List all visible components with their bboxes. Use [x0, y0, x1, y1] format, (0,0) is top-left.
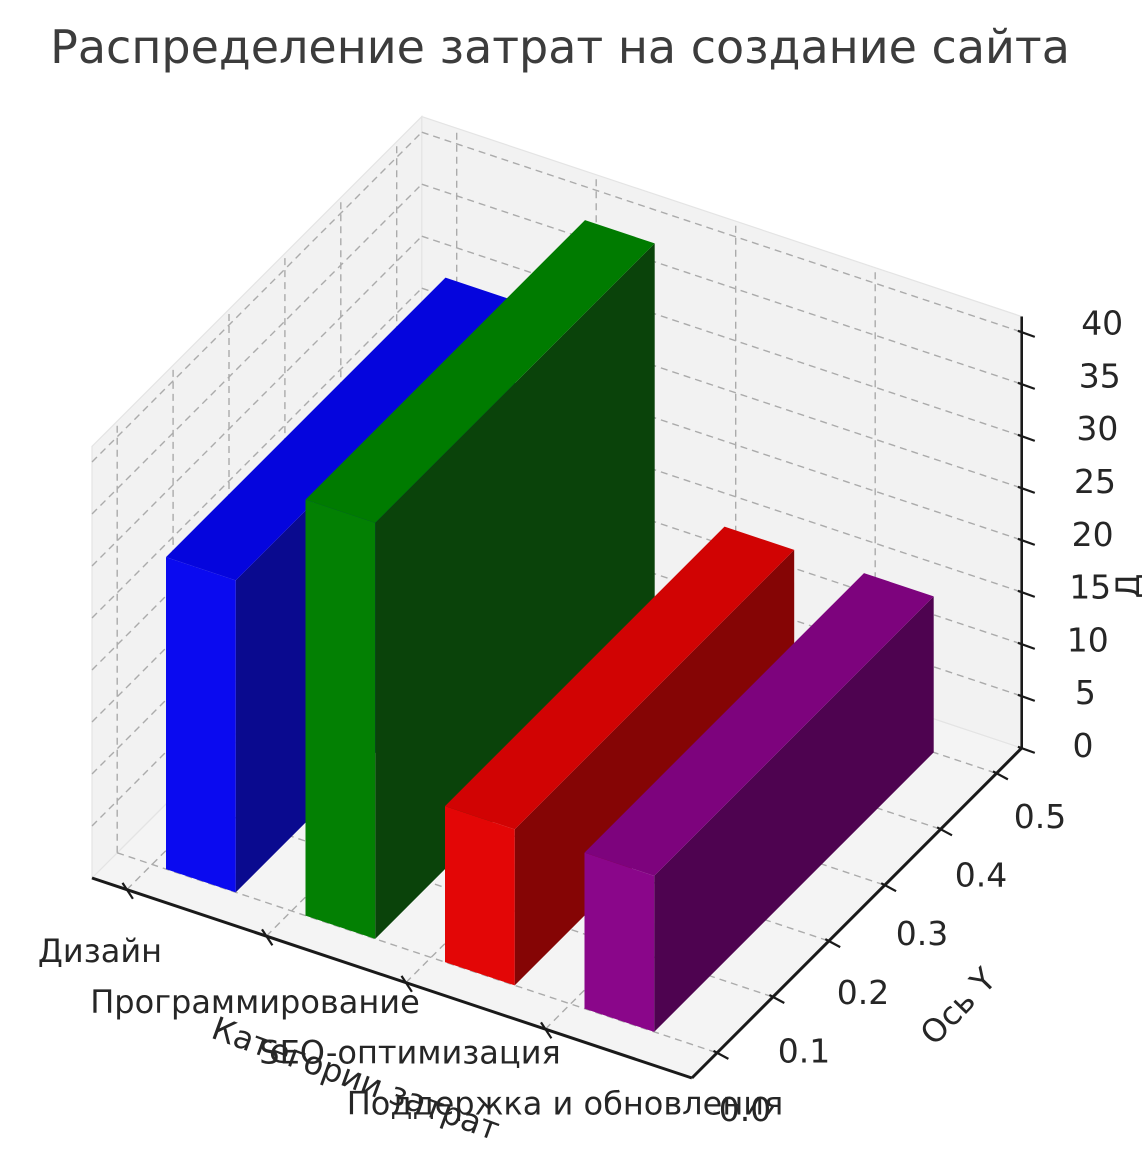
gridline-z-back — [421, 339, 1022, 541]
bar-front-face — [305, 499, 376, 939]
bar-1-green — [305, 220, 655, 939]
z-axis-label-clipped: Д — [1109, 574, 1142, 599]
x-tick-label: Программирование — [90, 983, 420, 1021]
gridline-z-wall — [91, 131, 423, 463]
x-axis-line — [91, 876, 693, 1080]
y-tick-label: 0.5 — [1014, 797, 1066, 836]
bar-side-face — [375, 243, 655, 939]
z-tick-label: 35 — [1079, 356, 1121, 395]
y-tick-label: 0.4 — [955, 856, 1007, 895]
z-tick-label: 20 — [1072, 515, 1114, 554]
z-tick-mark — [1017, 381, 1036, 390]
bar-top-face — [584, 573, 934, 876]
z-tick-label: 25 — [1074, 462, 1116, 501]
z-tick-mark — [1017, 641, 1036, 650]
x-tick-label: Дизайн — [38, 932, 162, 970]
y-tick-label: 0.1 — [778, 1031, 830, 1070]
bar-3-purple — [584, 573, 934, 1032]
z-tick-label: 40 — [1081, 304, 1123, 343]
gridline-z-wall — [91, 235, 423, 567]
plot-scene: Дизайн Программирование SEO-оптимизация Под… — [38, 115, 1142, 1148]
z-tick-mark — [1017, 485, 1036, 494]
z-tick-mark — [1017, 433, 1036, 442]
bar-front-face — [445, 806, 515, 986]
gridline-z-wall — [91, 287, 423, 619]
y-tick-mark — [768, 994, 785, 1004]
gridline-z-back — [421, 287, 1022, 489]
x-tick-mark — [540, 1021, 553, 1039]
z-tick-label: 30 — [1076, 409, 1118, 448]
y-tick-label: 0.2 — [837, 973, 889, 1012]
bar-front-face — [584, 852, 655, 1032]
x-tick-mark — [261, 928, 274, 946]
bar-top-face — [445, 526, 795, 830]
z-tick-label: 0 — [1073, 726, 1094, 765]
y-axis-label: Ось Y — [913, 960, 1004, 1052]
z-tick-mark — [1017, 329, 1036, 338]
y-tick-mark — [992, 770, 1009, 781]
z-tick-label: 5 — [1075, 673, 1096, 712]
z-tick-mark — [1017, 745, 1036, 754]
y-tick-mark — [712, 1049, 729, 1060]
y-tick-mark — [936, 826, 953, 837]
bar-top-face — [305, 220, 655, 523]
x-axis-label: Категории затрат — [207, 1009, 505, 1148]
gridline-z-wall — [91, 183, 423, 515]
z-tick-label: 15 — [1069, 568, 1111, 607]
gridline-z-back — [421, 131, 1022, 333]
x-tick-label: Поддержка и обновления — [347, 1084, 784, 1122]
gridline-z-back — [421, 183, 1022, 385]
y-tick-label: 0.0 — [719, 1090, 771, 1129]
x-tick-label: SEO-оптимизация — [259, 1034, 560, 1072]
z-tick-label: 10 — [1067, 620, 1109, 659]
x-tick-mark — [121, 882, 134, 900]
gridline-y-floor — [116, 852, 718, 1054]
axes — [91, 316, 1036, 1080]
bars — [166, 220, 934, 1032]
gridline-z-back — [421, 391, 1022, 593]
y-tick-label: 0.3 — [896, 914, 948, 953]
y-tick-mark — [824, 938, 841, 949]
chart-title: Распределение затрат на создание сайта — [50, 20, 1070, 74]
gridline-z-back — [421, 235, 1022, 437]
y-tick-mark — [880, 882, 897, 893]
bar-front-face — [166, 557, 236, 893]
bar-side-face — [654, 596, 934, 1032]
bar-top-face — [166, 277, 516, 581]
y-axis-line — [690, 747, 1023, 1080]
x-tick-mark — [400, 975, 413, 993]
z-tick-mark — [1017, 537, 1036, 546]
z-tick-mark — [1017, 589, 1036, 598]
z-tick-mark — [1017, 693, 1036, 702]
